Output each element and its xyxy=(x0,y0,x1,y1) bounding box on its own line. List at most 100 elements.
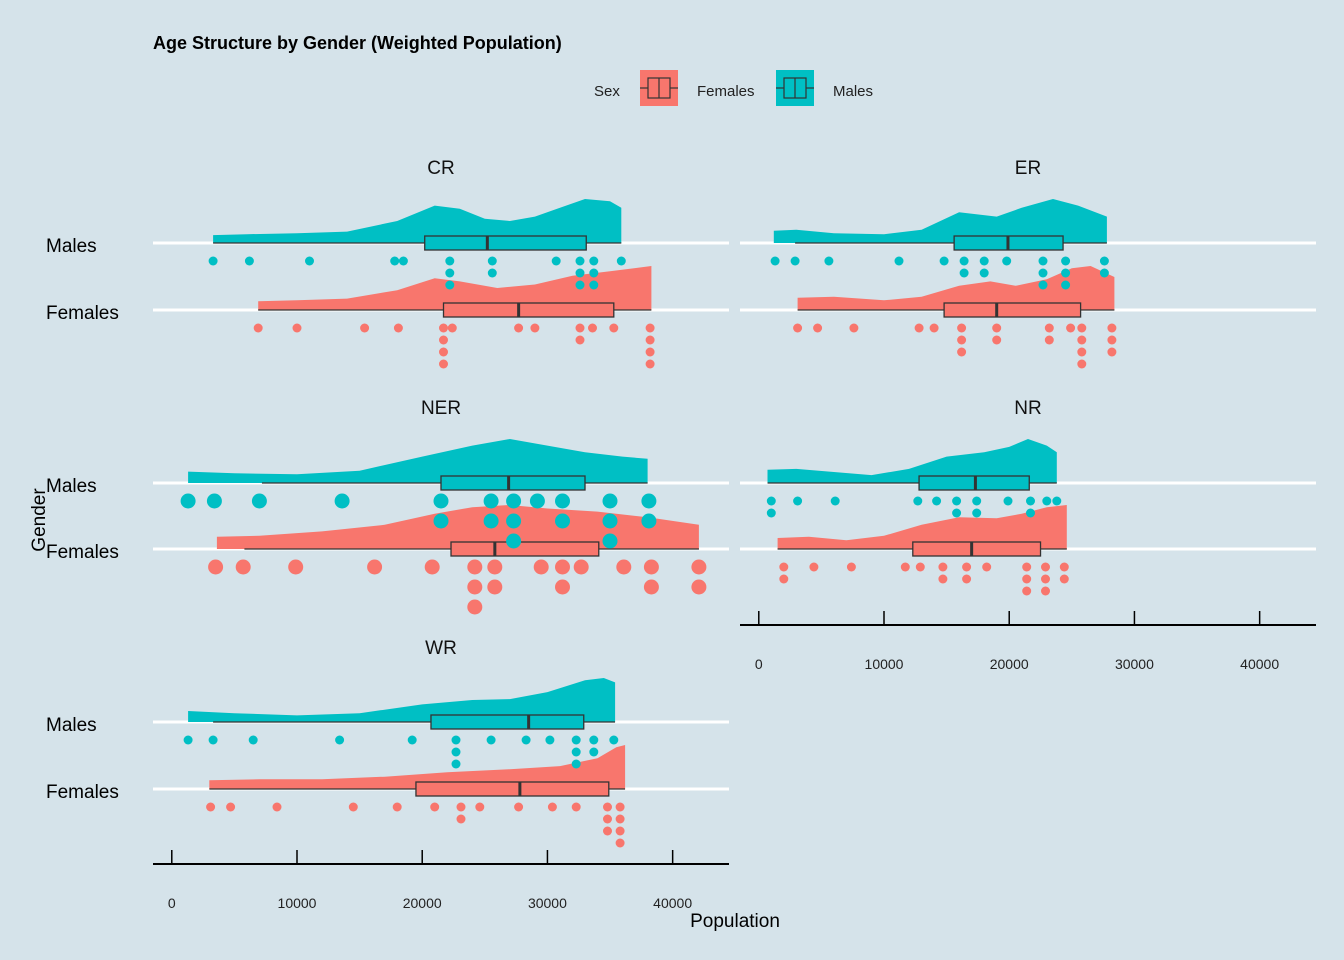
rain-dot-ner-males xyxy=(641,513,657,529)
rain-dot-er-males xyxy=(979,268,989,278)
rain-dot-er-females xyxy=(1066,323,1076,333)
rain-dot-cr-females xyxy=(588,323,597,333)
facet-label-nr: NR xyxy=(1014,398,1041,419)
box-ner-males xyxy=(440,475,586,491)
rain-dot-ner-females xyxy=(487,579,503,595)
rain-dot-cr-males xyxy=(589,256,599,266)
y-tick-cr-females: Females xyxy=(46,303,119,324)
y-tick-cr-males: Males xyxy=(46,236,97,257)
rain-dot-nr-females xyxy=(779,562,789,572)
rain-dot-wr-males xyxy=(589,747,599,757)
rain-dot-wr-males xyxy=(248,735,258,745)
rain-dot-ner-females xyxy=(288,559,304,575)
rain-dot-er-males xyxy=(790,256,800,266)
density-cr-females xyxy=(258,266,652,310)
rain-dot-ner-females xyxy=(235,559,251,575)
rain-dot-er-females xyxy=(992,323,1002,333)
rain-dot-wr-females xyxy=(392,802,402,812)
density-nr-males xyxy=(767,439,1057,483)
rain-dot-cr-males xyxy=(589,268,599,278)
rain-dot-cr-females xyxy=(645,323,655,333)
rain-dot-er-males xyxy=(824,256,834,266)
rain-dot-er-males xyxy=(1038,268,1048,278)
rain-dot-wr-males xyxy=(451,747,461,757)
rain-dot-nr-females xyxy=(1041,586,1050,596)
rain-dot-ner-males xyxy=(206,493,222,509)
facet-label-er: ER xyxy=(1015,158,1041,179)
rain-dot-nr-males xyxy=(1052,496,1062,506)
rain-dot-cr-males xyxy=(616,256,626,266)
rain-dot-er-males xyxy=(1061,280,1071,290)
rain-dot-ner-males xyxy=(529,493,545,509)
rain-dot-cr-males xyxy=(445,256,455,266)
rain-dot-wr-males xyxy=(521,735,531,745)
rain-dot-ner-males xyxy=(433,493,449,509)
rain-dot-wr-males xyxy=(335,735,345,745)
rain-dot-ner-males xyxy=(483,513,499,529)
rain-dot-cr-males xyxy=(208,256,218,266)
rain-dot-cr-females xyxy=(575,335,585,345)
rain-dot-ner-females xyxy=(616,559,632,575)
rain-dot-cr-females xyxy=(645,347,655,357)
rain-dot-cr-females xyxy=(514,323,524,333)
rain-dot-ner-males xyxy=(555,513,570,529)
rain-dot-cr-females xyxy=(645,335,655,345)
y-axis-title: Gender xyxy=(29,488,50,552)
rain-dot-nr-males xyxy=(972,496,982,506)
y-tick-wr-males: Males xyxy=(46,715,97,736)
rain-dot-wr-females xyxy=(603,826,612,836)
rain-dot-nr-males xyxy=(952,496,962,506)
rain-dot-er-females xyxy=(929,323,939,333)
rain-dot-er-males xyxy=(959,268,969,278)
x-tick-label-wr: 20000 xyxy=(403,895,442,911)
rain-dot-er-males xyxy=(770,256,780,266)
y-tick-ner-males: Males xyxy=(46,476,97,497)
rain-dot-nr-males xyxy=(793,496,803,506)
rain-dot-wr-females xyxy=(603,814,612,824)
facet-label-ner: NER xyxy=(421,398,461,419)
rain-dot-nr-males xyxy=(1003,496,1013,506)
rain-dot-ner-females xyxy=(555,579,570,595)
rain-dot-nr-males xyxy=(952,508,962,518)
legend-key-males xyxy=(776,70,814,106)
rain-dot-ner-females xyxy=(691,579,707,595)
rain-dot-er-females xyxy=(793,323,803,333)
rain-dot-er-females xyxy=(1107,347,1117,357)
rain-dot-er-males xyxy=(1038,280,1048,290)
rain-dot-cr-males xyxy=(575,256,585,266)
rain-dot-ner-males xyxy=(506,513,522,529)
rain-dot-wr-females xyxy=(615,802,625,812)
rain-dot-wr-females xyxy=(615,826,625,836)
rain-dot-ner-females xyxy=(424,559,440,575)
rain-dot-nr-males xyxy=(913,496,923,506)
x-tick-label-wr: 0 xyxy=(168,895,176,911)
density-cr-males xyxy=(213,199,622,243)
rain-dot-er-males xyxy=(959,256,969,266)
rain-dot-er-females xyxy=(1107,323,1117,333)
rain-dot-cr-males xyxy=(487,268,497,278)
rain-dot-er-females xyxy=(957,323,967,333)
rain-dot-cr-females xyxy=(439,359,448,369)
rain-dot-nr-females xyxy=(1041,562,1050,572)
rain-dot-ner-males xyxy=(506,493,522,509)
legend: Sex Females Males xyxy=(594,70,873,106)
rain-dot-er-females xyxy=(849,323,859,333)
rain-dot-cr-females xyxy=(439,323,448,333)
density-wr-males xyxy=(188,678,616,722)
box-nr-females xyxy=(912,541,1042,557)
rain-dot-ner-males xyxy=(602,533,618,549)
rain-dot-cr-females xyxy=(439,347,448,357)
rain-dot-er-females xyxy=(1044,335,1054,345)
rain-dot-cr-females xyxy=(253,323,263,333)
density-nr-females xyxy=(777,505,1067,549)
rain-dot-wr-females xyxy=(603,802,612,812)
rain-dot-cr-females xyxy=(530,323,540,333)
rain-dot-nr-females xyxy=(846,562,856,572)
rain-dot-er-males xyxy=(1061,256,1071,266)
rain-dot-er-females xyxy=(813,323,823,333)
rain-dot-wr-males xyxy=(609,735,619,745)
rain-dot-nr-males xyxy=(766,496,776,506)
x-axis-title: Population xyxy=(690,911,780,932)
rain-dot-wr-males xyxy=(571,735,581,745)
rain-dot-wr-females xyxy=(430,802,440,812)
